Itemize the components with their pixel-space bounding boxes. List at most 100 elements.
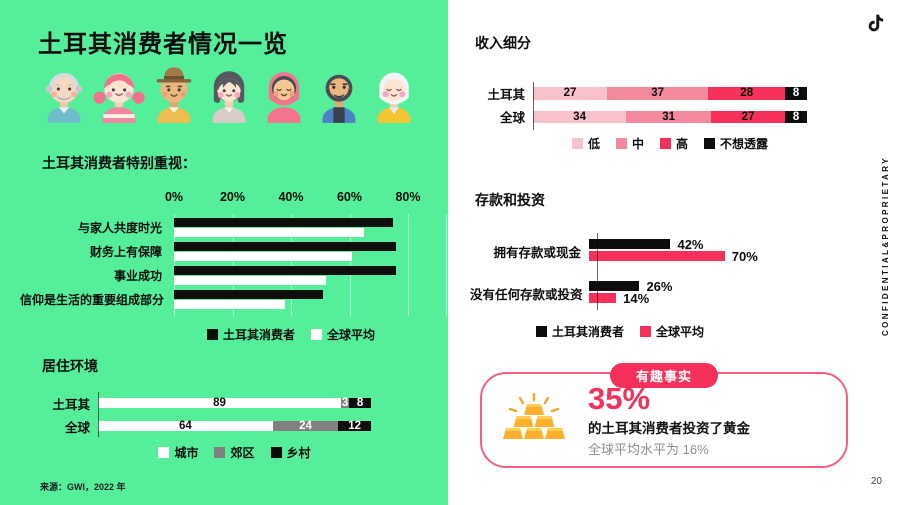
gridline xyxy=(291,214,292,316)
chart-legend: 低 中 高 不想透露 xyxy=(533,135,807,152)
avatar-elderly-man xyxy=(38,62,90,123)
legend-swatch xyxy=(214,447,226,458)
legend-item: 低 xyxy=(571,135,600,152)
bar xyxy=(174,218,394,227)
x-tick-label: 20% xyxy=(219,190,246,204)
bar xyxy=(174,300,286,309)
bar xyxy=(174,228,365,237)
category-label: 全球 xyxy=(64,420,90,435)
x-tick-label: 60% xyxy=(336,190,363,204)
x-tick-label: 0% xyxy=(164,190,184,204)
category-label: 信仰是生活的重要组成部分 xyxy=(20,293,165,307)
legend-item: 中 xyxy=(615,135,644,152)
fun-fact-desc: 的土耳其消费者投资了黄金 xyxy=(588,420,750,436)
bar-segment: 8 xyxy=(349,397,371,409)
value-label: 26% xyxy=(646,278,673,294)
axis-line xyxy=(533,82,534,130)
gridline xyxy=(232,214,234,316)
income-chart: 土耳其 27 37 28 8 全球 34 31 27 8 低中高不想透露 xyxy=(475,82,855,152)
page-title: 土耳其消费者情况一览 xyxy=(38,31,288,58)
bar-segment: 3 xyxy=(340,397,350,409)
category-label: 与家人共度时光 xyxy=(77,221,162,235)
value-label: 42% xyxy=(677,236,704,252)
bar-segment: 28 xyxy=(708,87,786,100)
legend-label: 全球平均 xyxy=(656,325,705,339)
category-label: 财务上有保障 xyxy=(89,245,162,259)
chart-row: 全球 64 24 12 xyxy=(42,420,432,435)
legend-swatch xyxy=(660,138,671,149)
bar-segment: 34 xyxy=(533,110,627,123)
confidential-label: CONFIDENTIAL&PROPRIETARY xyxy=(881,156,890,336)
bar-segment: 37 xyxy=(606,87,709,100)
legend-swatch xyxy=(206,329,218,340)
legend-label: 土耳其消费者 xyxy=(222,328,295,342)
legend-item: 城市 xyxy=(158,444,198,461)
category-label: 全球 xyxy=(499,111,525,126)
living-chart: 土耳其 89 3 8 全球 64 24 12 城市 郊区 乡村 xyxy=(42,386,432,461)
living-chart-title: 居住环境 xyxy=(42,358,98,374)
savings-chart-title: 存款和投资 xyxy=(475,192,545,208)
axis-line xyxy=(98,392,99,437)
legend-swatch xyxy=(571,138,583,149)
values-chart: 0% 20% 40% 60% 80% 与家人共度时光财务上有保障事业成功信仰是生活的重要组… xyxy=(20,188,448,348)
chart-legend: 土耳其消费者 全球平均 xyxy=(174,326,408,343)
fun-fact-text: 35% 的土耳其消费者投资了黄金 全球平均水平为 16% xyxy=(588,382,750,458)
bar-line: 42% xyxy=(589,236,758,252)
bar xyxy=(174,252,353,261)
bar-group: 26% 14% xyxy=(589,278,673,306)
avatar-pink-hair-girl xyxy=(93,62,145,123)
legend-swatch xyxy=(640,326,651,337)
stacked-bar: 27 37 28 8 xyxy=(533,87,807,100)
gridline xyxy=(349,214,351,316)
bar xyxy=(589,239,671,249)
category-label: 没有任何存款或投资 xyxy=(470,287,583,302)
legend-label: 城市 xyxy=(174,446,199,460)
axis-line xyxy=(597,233,598,310)
x-tick-label: 40% xyxy=(278,190,304,204)
value-label: 70% xyxy=(731,248,758,264)
savings-chart: 拥有存款或现金 42% 70% 没有任何存款或投资 26% 14% 土耳其消费者 全球平均 xyxy=(470,233,770,340)
stacked-bar: 89 3 8 xyxy=(98,397,371,409)
bar-segment: 27 xyxy=(711,110,786,123)
avatar-bearded-man xyxy=(313,62,365,123)
legend-item: 全球平均 xyxy=(640,323,704,340)
left-panel: 土耳其消费者情况一览 xyxy=(0,0,448,505)
legend-item: 全球平均 xyxy=(311,326,375,343)
gold-bars-icon xyxy=(502,391,566,449)
bar-line: 14% xyxy=(589,290,672,306)
legend-swatch xyxy=(535,326,547,337)
bar-line: 26% xyxy=(589,278,673,294)
bar xyxy=(174,276,327,285)
legend-swatch xyxy=(704,138,716,149)
legend-item: 乡村 xyxy=(270,444,311,461)
bar-segment: 24 xyxy=(272,420,339,432)
income-chart-title: 收入细分 xyxy=(475,35,531,51)
bar xyxy=(174,242,397,251)
bar xyxy=(589,293,617,303)
bar xyxy=(174,290,324,299)
chart-row: 没有任何存款或投资 26% 14% xyxy=(470,278,770,306)
plot-edge-line xyxy=(446,214,448,316)
avatar-elderly-woman xyxy=(368,62,420,123)
legend-label: 不想透露 xyxy=(720,137,769,151)
value-label: 14% xyxy=(623,290,650,306)
legend-swatch xyxy=(270,447,282,458)
legend-swatch xyxy=(615,138,627,149)
tiktok-note-icon xyxy=(866,12,886,34)
legend-item: 高 xyxy=(660,135,688,152)
bar-segment: 31 xyxy=(626,110,712,123)
chart-row: 土耳其 89 3 8 xyxy=(42,397,432,412)
avatar-man-with-hat xyxy=(148,62,200,123)
avatar-row xyxy=(38,62,420,123)
legend-label: 中 xyxy=(631,137,644,151)
page-number: 20 xyxy=(870,476,882,487)
category-label: 土耳其 xyxy=(487,87,525,102)
category-label: 事业成功 xyxy=(113,269,162,283)
fun-fact-badge: 有趣事实 xyxy=(609,363,719,388)
category-label: 拥有存款或现金 xyxy=(493,245,581,260)
chart-row: 土耳其 27 37 28 8 xyxy=(475,87,855,102)
x-tick-label: 80% xyxy=(395,190,421,204)
bar-segment: 8 xyxy=(785,110,807,123)
bar-segment: 27 xyxy=(533,87,607,100)
